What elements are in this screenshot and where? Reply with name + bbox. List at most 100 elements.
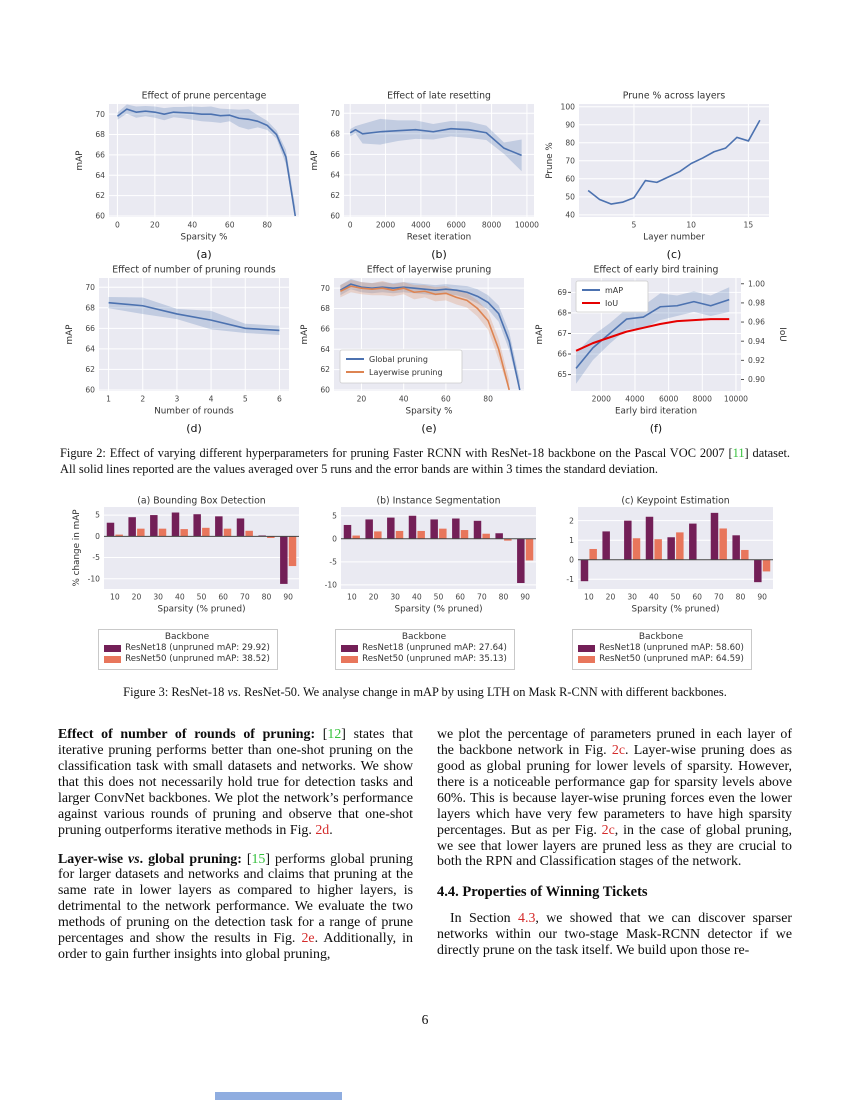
bar-ResNet50-70 bbox=[718, 528, 727, 560]
bar-ResNet50-70 bbox=[481, 533, 490, 539]
citation-link[interactable]: 11 bbox=[732, 446, 745, 460]
x-tick-label: 0 bbox=[115, 221, 120, 230]
legend-title: Backbone bbox=[401, 632, 447, 643]
figure-ref-link[interactable]: 2c bbox=[611, 743, 625, 759]
y-tick-label: 50 bbox=[565, 192, 575, 201]
citation-link[interactable]: 12 bbox=[327, 727, 342, 743]
bar-ResNet18-20 bbox=[364, 519, 373, 539]
y-tick-label: 68 bbox=[320, 304, 330, 313]
bar-ResNet50-30 bbox=[395, 531, 403, 539]
subfigure-label: (f) bbox=[650, 422, 662, 435]
plot-area bbox=[99, 278, 289, 391]
bar-ResNet50-90 bbox=[288, 536, 296, 567]
x-tick-label: 80 bbox=[261, 593, 271, 602]
plot-area bbox=[340, 507, 536, 590]
y-axis-label: Prune % bbox=[545, 142, 555, 179]
x-tick-label: 60 bbox=[455, 593, 465, 602]
y-axis-label: % change in mAP bbox=[72, 510, 82, 587]
y-tick-label: 65 bbox=[557, 370, 567, 379]
subfigure-label: (a) bbox=[196, 248, 211, 261]
y-tick-label: 70 bbox=[565, 156, 575, 165]
figure-ref-link[interactable]: 2c bbox=[601, 822, 615, 838]
y-tick-label: 90 bbox=[565, 120, 575, 129]
y-tick-label: 1 bbox=[569, 536, 574, 545]
y-tick-label: 80 bbox=[565, 138, 575, 147]
x-axis-label: Number of rounds bbox=[154, 407, 234, 417]
x-tick-label: 6 bbox=[277, 395, 282, 404]
paragraph: Layer-wise vs. global pruning: [15] perf… bbox=[58, 852, 413, 963]
subfigure-label: (b) bbox=[431, 248, 447, 261]
y-tick-label-right: 0.98 bbox=[748, 298, 765, 307]
chart-prune-across-layers: Prune % across layers 5 10 15 40 50 60 70 80 90 10… bbox=[545, 91, 769, 261]
figure-ref-link[interactable]: 2e bbox=[301, 931, 315, 947]
bar-ResNet18-50 bbox=[666, 537, 675, 560]
chart-legend-box bbox=[339, 349, 463, 384]
legend-backbone-segm: Backbone ResNet18 (unpruned mAP: 27.64) Re… bbox=[335, 629, 515, 671]
bar-ResNet50-40 bbox=[416, 531, 425, 539]
legend-entry: ResNet50 (unpruned mAP: 35.13) bbox=[341, 654, 507, 665]
figure-ref-link[interactable]: 2d bbox=[315, 822, 330, 838]
figure2-row2: Effect of number of pruning rounds 1 2 3 4 5 6… bbox=[58, 262, 792, 436]
bar-ResNet18-20 bbox=[601, 531, 610, 560]
series-line-mAP bbox=[116, 108, 296, 217]
y-tick-label: 62 bbox=[95, 191, 105, 200]
bar-ResNet18-30 bbox=[623, 520, 632, 560]
legend-entry: ResNet50 (unpruned mAP: 64.59) bbox=[578, 654, 744, 665]
x-tick-label: 6000 bbox=[659, 395, 678, 404]
y-tick-label-right: 1.00 bbox=[748, 279, 765, 288]
y-tick-label: 64 bbox=[85, 344, 95, 353]
y-tick-label: 66 bbox=[557, 350, 567, 359]
y-tick-label: 5 bbox=[95, 511, 100, 520]
figure3-row: (a) Bounding Box Detection 10 20 30 40 50 60 70… bbox=[58, 493, 792, 626]
legend-backbone-keypoint: Backbone ResNet18 (unpruned mAP: 58.60) Re… bbox=[572, 629, 752, 671]
bar-ResNet18-60 bbox=[451, 518, 460, 539]
text-segment: [ bbox=[246, 851, 252, 867]
x-axis-label: Reset iteration bbox=[406, 233, 471, 243]
figure-ref-link[interactable]: 4.3 bbox=[518, 911, 536, 927]
text-segment: . bbox=[329, 822, 333, 838]
y-tick-label: 68 bbox=[557, 309, 567, 318]
chart-title: Effect of early bird training bbox=[594, 265, 719, 276]
x-tick-label: 70 bbox=[476, 593, 486, 602]
chart-legend-box bbox=[575, 280, 649, 313]
legend-item-label: Global pruning bbox=[369, 355, 428, 364]
figure3-legends: Backbone ResNet18 (unpruned mAP: 29.92) Re… bbox=[58, 629, 792, 671]
legend-label: ResNet50 (unpruned mAP: 35.13) bbox=[362, 654, 507, 665]
legend-item-label: Layerwise pruning bbox=[369, 368, 443, 377]
x-tick-label: 2 bbox=[140, 395, 145, 404]
y-tick-label: 68 bbox=[330, 129, 340, 138]
text-segment: vs bbox=[227, 685, 238, 700]
bar-ResNet18-40 bbox=[171, 512, 179, 537]
series-line-Prune % bbox=[587, 119, 761, 205]
y-tick-label: 64 bbox=[95, 171, 105, 180]
x-tick-label: 40 bbox=[648, 593, 658, 602]
legend-cell: Backbone ResNet18 (unpruned mAP: 58.60) Re… bbox=[544, 629, 781, 671]
bar-ResNet18-70 bbox=[710, 513, 718, 560]
y-tick-label: 69 bbox=[557, 288, 567, 297]
x-tick-label: 80 bbox=[483, 395, 493, 404]
x-tick-label: 4 bbox=[209, 395, 214, 404]
y-tick-label: 66 bbox=[320, 325, 330, 334]
y-tick-label: 66 bbox=[95, 151, 105, 160]
legend-item-label: mAP bbox=[605, 286, 623, 295]
x-tick-label: 0 bbox=[347, 221, 352, 230]
legend-cell: Backbone ResNet18 (unpruned mAP: 29.92) Re… bbox=[70, 629, 307, 671]
x-tick-label: 50 bbox=[670, 593, 680, 602]
bar-ResNet18-10 bbox=[343, 525, 351, 539]
bar-ResNet18-20 bbox=[127, 517, 136, 537]
text-segment: ] performs global pruning for larger dat… bbox=[58, 851, 414, 947]
error-band bbox=[340, 279, 520, 391]
y-tick-label: 2 bbox=[569, 516, 574, 525]
figure3-caption: Figure 3: ResNet-18 vs. ResNet-50. We an… bbox=[58, 685, 792, 700]
x-tick-label: 5 bbox=[631, 221, 636, 230]
citation-link[interactable]: 15 bbox=[251, 851, 266, 867]
y-tick-label: 70 bbox=[330, 109, 340, 118]
legend-swatch bbox=[341, 645, 359, 653]
x-tick-label: 40 bbox=[411, 593, 421, 602]
bar-ResNet50-50 bbox=[438, 528, 447, 539]
bar-ResNet18-60 bbox=[214, 516, 223, 537]
y-tick-label-right: 0.90 bbox=[748, 375, 765, 384]
x-tick-label: 50 bbox=[433, 593, 443, 602]
